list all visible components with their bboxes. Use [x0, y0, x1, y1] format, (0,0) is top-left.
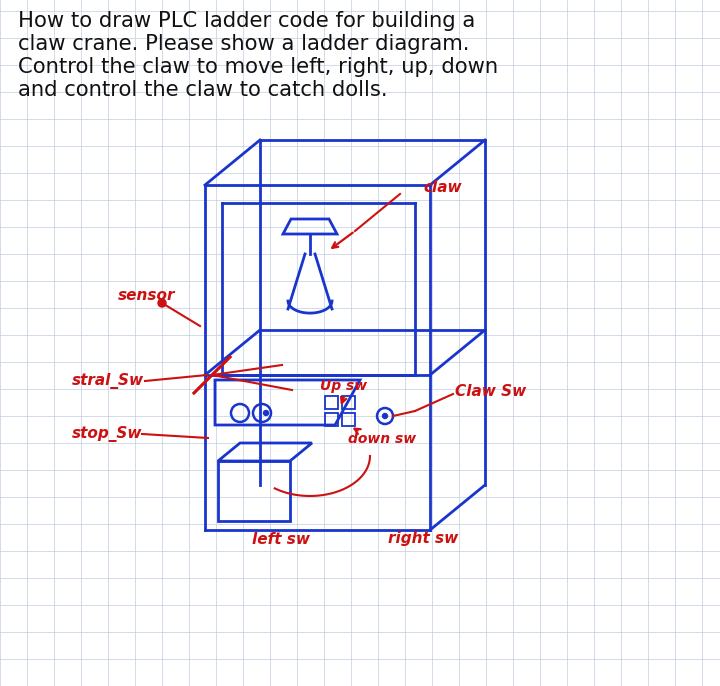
- Text: Claw Sw: Claw Sw: [455, 383, 526, 399]
- Text: right sw: right sw: [388, 532, 458, 547]
- Text: stop_Sw: stop_Sw: [72, 426, 143, 442]
- Text: claw: claw: [423, 180, 462, 196]
- Text: sensor: sensor: [118, 289, 176, 303]
- Circle shape: [158, 299, 166, 307]
- Text: How to draw PLC ladder code for building a: How to draw PLC ladder code for building…: [18, 11, 475, 31]
- Circle shape: [264, 410, 269, 416]
- Text: Control the claw to move left, right, up, down: Control the claw to move left, right, up…: [18, 57, 498, 77]
- Text: and control the claw to catch dolls.: and control the claw to catch dolls.: [18, 80, 387, 100]
- Text: stral_Sw: stral_Sw: [72, 373, 144, 389]
- Circle shape: [382, 414, 387, 418]
- Text: Up sw: Up sw: [320, 379, 367, 393]
- Text: claw crane. Please show a ladder diagram.: claw crane. Please show a ladder diagram…: [18, 34, 469, 54]
- Text: left sw: left sw: [252, 532, 310, 547]
- Text: down sw: down sw: [348, 432, 416, 446]
